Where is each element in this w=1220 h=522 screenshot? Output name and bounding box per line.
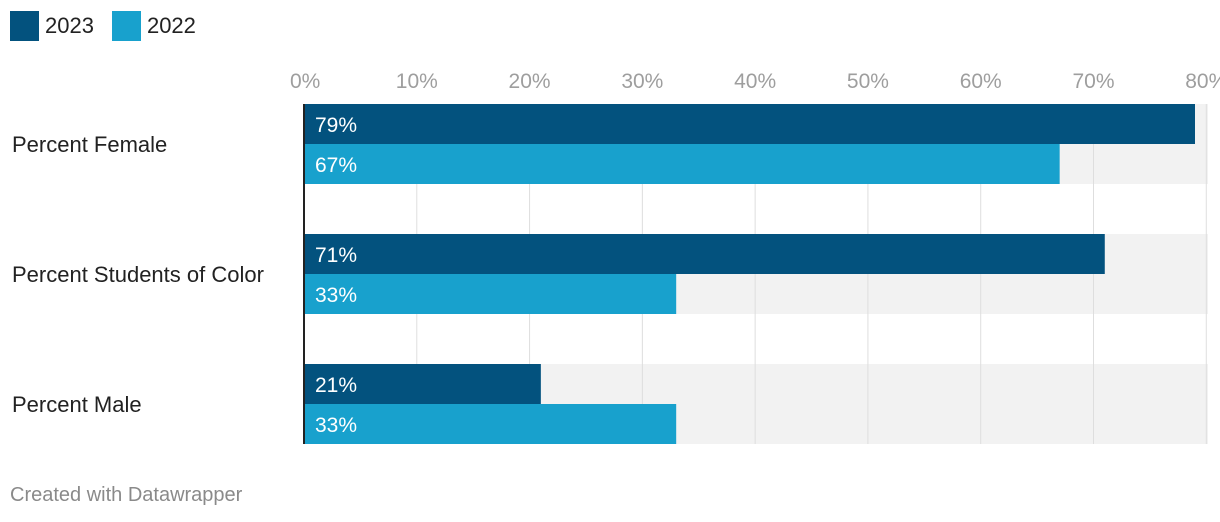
legend-item-2022: 2022 [111, 11, 196, 41]
legend-label-2023: 2023 [45, 13, 94, 38]
legend-swatch-2023 [10, 11, 39, 41]
x-tick-label: 70% [1072, 70, 1114, 93]
bar-value-label: 67% [315, 154, 357, 177]
bar-value-label: 33% [315, 414, 357, 437]
bar-value-label: 21% [315, 374, 357, 397]
bar-value-label: 71% [315, 244, 357, 267]
category-label: Percent Students of Color [12, 262, 264, 287]
x-tick-label: 60% [960, 70, 1002, 93]
x-tick-label: 30% [621, 70, 663, 93]
bar-value-label: 33% [315, 284, 357, 307]
x-tick-label: 10% [396, 70, 438, 93]
x-tick-label: 80% [1185, 70, 1220, 93]
x-tick-label: 20% [509, 70, 551, 93]
bar-2023 [304, 364, 541, 404]
bar-2022 [304, 144, 1060, 184]
chart-credit[interactable]: Created with Datawrapper [10, 484, 243, 506]
x-tick-label: 40% [734, 70, 776, 93]
chart-legend: 2023 2022 [10, 11, 214, 41]
x-tick-label: 50% [847, 70, 889, 93]
x-tick-label: 0% [290, 70, 320, 93]
bar-chart: 0% 10% 20% 30% 40% 50% 60% 70% 80% 79% 67% Percent … [12, 70, 1220, 444]
bar-2022 [304, 404, 677, 444]
category-label: Percent Male [12, 392, 142, 417]
bar-2023 [304, 234, 1105, 274]
legend-swatch-2022 [111, 11, 141, 41]
legend-label-2022: 2022 [146, 13, 196, 38]
bar-2023 [304, 104, 1195, 144]
category-label: Percent Female [12, 132, 167, 157]
bar-value-label: 79% [315, 114, 357, 137]
legend-item-2023: 2023 [10, 11, 94, 41]
bar-2022 [304, 274, 677, 314]
